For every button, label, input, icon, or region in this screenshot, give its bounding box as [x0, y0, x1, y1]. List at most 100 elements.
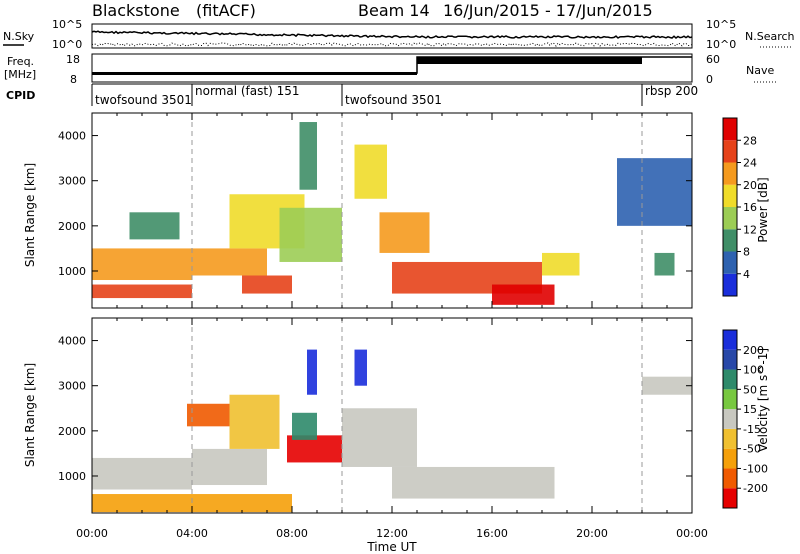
data-region — [392, 466, 555, 499]
data-region — [492, 284, 555, 305]
colorbar-tick-label: -200 — [743, 482, 768, 495]
colorbar-cell — [723, 389, 737, 410]
colorbar-tick-label: -100 — [743, 462, 768, 475]
data-region — [292, 412, 317, 440]
power-colorbar-label: Power [dB] — [756, 177, 770, 242]
cpid-segment-label: rbsp 200 — [645, 84, 698, 98]
processing-type: (fitACF) — [196, 1, 256, 20]
data-region — [617, 158, 692, 226]
y-tick-label: 3000 — [58, 380, 86, 393]
colorbar-tick-label: 100 — [743, 364, 764, 377]
date-range: 16/Jun/2015 - 17/Jun/2015 — [443, 1, 653, 20]
data-region — [92, 284, 192, 299]
cpid-segment-label: twofsound 3501 — [345, 93, 442, 107]
data-region — [192, 448, 267, 486]
colorbar-tick-label: 50 — [743, 383, 757, 396]
colorbar-cell — [723, 330, 737, 350]
freq-tick-low: 8 — [70, 73, 77, 86]
colorbar-frame — [722, 329, 738, 509]
data-region — [354, 349, 367, 386]
x-tick-label: 04:00 — [176, 527, 208, 540]
colorbar-cell — [723, 428, 737, 449]
colorbar-tick-label: 12 — [743, 223, 757, 236]
nave-tick-high: 60 — [706, 53, 720, 66]
data-region — [129, 212, 180, 240]
colorbar-tick-label: 20 — [743, 179, 757, 192]
colorbar-tick-label: 8 — [743, 246, 750, 259]
colorbar-cell — [723, 207, 737, 230]
y-tick-label: 4000 — [58, 130, 86, 143]
colorbar-cell — [723, 349, 737, 370]
colorbar-tick-label: -50 — [743, 443, 761, 456]
colorbar-cell — [723, 369, 737, 390]
data-region — [299, 122, 317, 190]
x-tick-label: 16:00 — [476, 527, 508, 540]
colorbar-tick-label: 24 — [743, 157, 757, 170]
colorbar-cell — [723, 140, 737, 163]
colorbar-tick-label: 200 — [743, 344, 764, 357]
nsearch-label: N.Search — [745, 30, 795, 43]
nsky-label: N.Sky — [3, 30, 35, 43]
noise-left-tick-low: 10^0 — [52, 38, 82, 51]
colorbar-cell — [723, 409, 737, 429]
power-y-axis-label: Slant Range [km] — [23, 163, 37, 267]
colorbar-tick-label: 16 — [743, 201, 757, 214]
colorbar-cell — [723, 468, 737, 489]
power-axes: 1000 2000 3000 4000 — [58, 113, 693, 308]
power-data-layer — [92, 122, 692, 305]
data-region — [229, 394, 280, 449]
data-region — [342, 408, 417, 467]
data-region — [187, 403, 230, 427]
colorbar-tick-label: 28 — [743, 134, 757, 147]
colorbar-cell — [723, 273, 737, 296]
freq-panel-frame — [91, 53, 693, 83]
data-region — [279, 207, 342, 262]
y-tick-label: 4000 — [58, 335, 86, 348]
nave-tick-low: 0 — [706, 73, 713, 86]
freq-unit: [MHz] — [4, 68, 36, 81]
x-tick-label: 00:00 — [676, 527, 708, 540]
x-tick-label: 00:00 — [76, 527, 108, 540]
freq-tick-high: 18 — [66, 53, 80, 66]
data-region — [92, 248, 192, 281]
y-tick-label: 2000 — [58, 220, 86, 233]
velocity-axes: 1000 2000 3000 4000 — [58, 318, 693, 513]
nave-label: Nave — [746, 64, 774, 77]
y-tick-label: 3000 — [58, 175, 86, 188]
velocity-colorbar-label: Velocity [m s^-1] — [756, 348, 770, 452]
colorbar-cell — [723, 251, 737, 274]
data-region — [642, 376, 692, 395]
cpid-segment-label: normal (fast) 151 — [195, 84, 299, 98]
radar-name: Blackstone — [92, 1, 180, 20]
cpid-segment-label: twofsound 3501 — [95, 93, 192, 107]
colorbar-cell — [723, 184, 737, 207]
colorbar-cell — [723, 162, 737, 185]
velocity-data-layer — [92, 349, 692, 513]
beam-number: Beam 14 — [358, 1, 430, 20]
y-tick-label: 2000 — [58, 425, 86, 438]
data-region — [92, 457, 192, 490]
y-tick-label: 1000 — [58, 265, 86, 278]
nsearch-trace — [91, 42, 693, 47]
data-region — [354, 144, 387, 199]
noise-left-tick-high: 10^5 — [52, 18, 82, 31]
colorbar-tick-label: 4 — [743, 268, 750, 281]
data-region — [192, 248, 267, 276]
data-region — [542, 252, 580, 276]
y-tick-label: 1000 — [58, 470, 86, 483]
data-region — [379, 212, 430, 253]
colorbar-cell — [723, 118, 737, 141]
x-tick-label: 08:00 — [276, 527, 308, 540]
data-region — [242, 275, 292, 294]
power-colorbar: 4 8 12 16 20 24 28 — [722, 117, 757, 297]
colorbar-tick-label: -15 — [743, 423, 761, 436]
time-tick-labels: 00:00 04:00 08:00 12:00 16:00 20:00 00:00 — [76, 527, 708, 540]
nsky-trace — [91, 30, 693, 39]
colorbar-cell — [723, 448, 737, 469]
nave-trace — [92, 57, 642, 75]
freq-label: Freq. — [7, 55, 34, 68]
velocity-y-axis-label: Slant Range [km] — [23, 363, 37, 467]
colorbar-cell — [723, 229, 737, 252]
noise-right-tick-low: 10^0 — [706, 38, 736, 51]
